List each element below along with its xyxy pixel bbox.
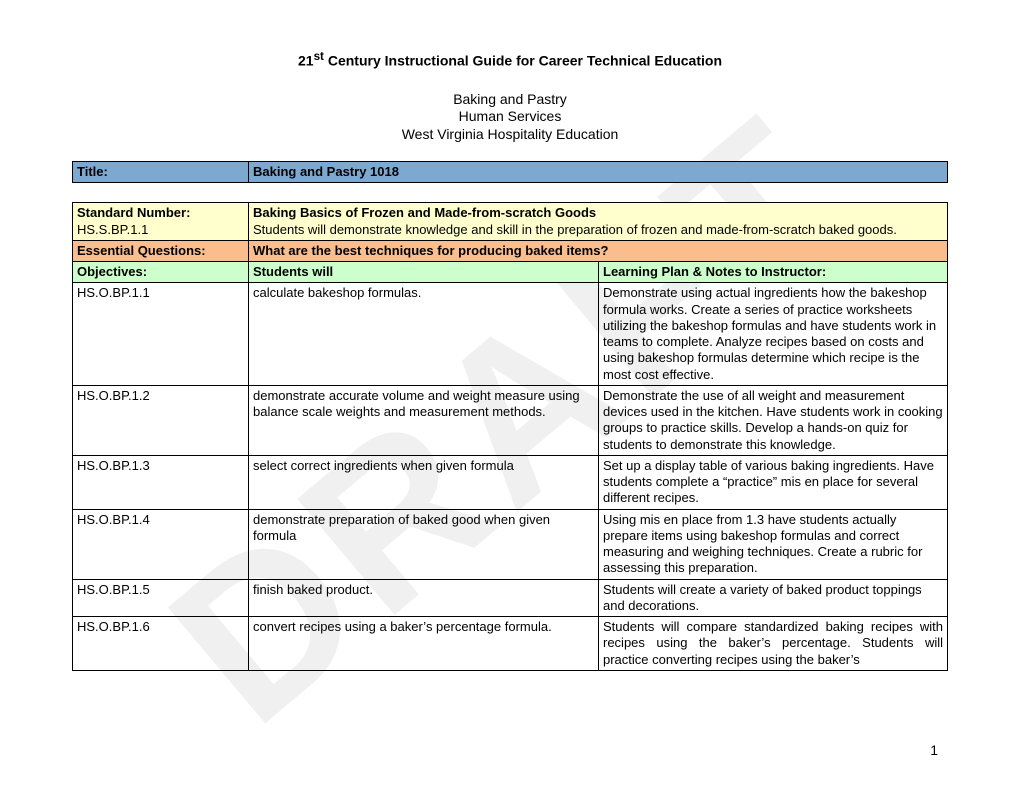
row-plan: Demonstrate using actual ingredients how… xyxy=(599,283,948,386)
table-row: HS.O.BP.1.1 calculate bakeshop formulas.… xyxy=(73,283,948,386)
row-plan: Using mis en place from 1.3 have student… xyxy=(599,509,948,579)
curriculum-table: Title: Baking and Pastry 1018 Standard N… xyxy=(72,161,948,671)
row-code: HS.O.BP.1.5 xyxy=(73,579,249,617)
row-plan: Demonstrate the use of all weight and me… xyxy=(599,385,948,455)
essential-row: Essential Questions: What are the best t… xyxy=(73,240,948,261)
title-pre: 21 xyxy=(298,53,314,69)
standard-label: Standard Number: xyxy=(77,205,190,220)
row-code: HS.O.BP.1.1 xyxy=(73,283,249,386)
title-row: Title: Baking and Pastry 1018 xyxy=(73,162,948,183)
objectives-label: Objectives: xyxy=(73,262,249,283)
objectives-col2: Students will xyxy=(249,262,599,283)
row-obj: calculate bakeshop formulas. xyxy=(249,283,599,386)
row-code: HS.O.BP.1.2 xyxy=(73,385,249,455)
objectives-col3: Learning Plan & Notes to Instructor: xyxy=(599,262,948,283)
table-row: HS.O.BP.1.3 select correct ingredients w… xyxy=(73,455,948,509)
row-code: HS.O.BP.1.3 xyxy=(73,455,249,509)
row-plan: Students will compare standardized bakin… xyxy=(599,617,948,671)
row-obj: demonstrate accurate volume and weight m… xyxy=(249,385,599,455)
spacer-row xyxy=(73,183,948,203)
row-code: HS.O.BP.1.4 xyxy=(73,509,249,579)
table-row: HS.O.BP.1.4 demonstrate preparation of b… xyxy=(73,509,948,579)
row-plan: Set up a display table of various baking… xyxy=(599,455,948,509)
title-post: Century Instructional Guide for Career T… xyxy=(324,53,722,69)
standard-desc: Students will demonstrate knowledge and … xyxy=(253,222,897,237)
sub-heading: Baking and Pastry Human Services West Vi… xyxy=(72,91,948,144)
row-plan: Students will create a variety of baked … xyxy=(599,579,948,617)
row-obj: finish baked product. xyxy=(249,579,599,617)
objectives-header-row: Objectives: Students will Learning Plan … xyxy=(73,262,948,283)
essential-text: What are the best techniques for produci… xyxy=(249,240,948,261)
table-row: HS.O.BP.1.2 demonstrate accurate volume … xyxy=(73,385,948,455)
title-label: Title: xyxy=(73,162,249,183)
sub-line-2: Human Services xyxy=(72,108,948,126)
table-row: HS.O.BP.1.5 finish baked product. Studen… xyxy=(73,579,948,617)
essential-label: Essential Questions: xyxy=(73,240,249,261)
standard-code: HS.S.BP.1.1 xyxy=(77,222,148,237)
standard-label-cell: Standard Number: HS.S.BP.1.1 xyxy=(73,203,249,241)
sub-line-3: West Virginia Hospitality Education xyxy=(72,126,948,144)
main-heading: 21st Century Instructional Guide for Car… xyxy=(72,50,948,69)
page-number: 1 xyxy=(930,742,938,758)
standard-row: Standard Number: HS.S.BP.1.1 Baking Basi… xyxy=(73,203,948,241)
standard-heading: Baking Basics of Frozen and Made-from-sc… xyxy=(253,205,596,220)
row-obj: select correct ingredients when given fo… xyxy=(249,455,599,509)
row-obj: convert recipes using a baker’s percenta… xyxy=(249,617,599,671)
title-value: Baking and Pastry 1018 xyxy=(249,162,948,183)
sub-line-1: Baking and Pastry xyxy=(72,91,948,109)
standard-desc-cell: Baking Basics of Frozen and Made-from-sc… xyxy=(249,203,948,241)
row-obj: demonstrate preparation of baked good wh… xyxy=(249,509,599,579)
title-sup: st xyxy=(314,50,324,63)
table-row: HS.O.BP.1.6 convert recipes using a bake… xyxy=(73,617,948,671)
document-page: 21st Century Instructional Guide for Car… xyxy=(0,0,1020,671)
row-code: HS.O.BP.1.6 xyxy=(73,617,249,671)
